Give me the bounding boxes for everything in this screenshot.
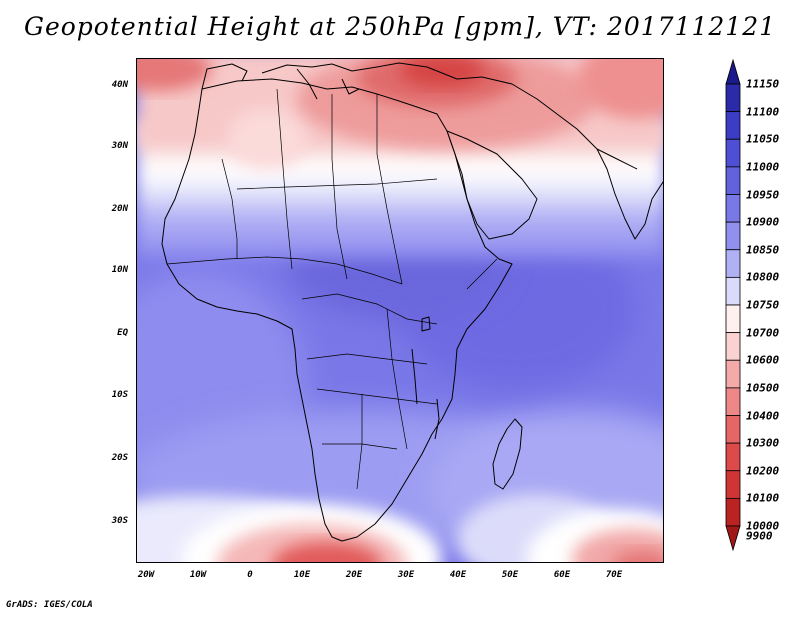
lon-label-30e: 30E (397, 570, 415, 580)
field-blob (137, 59, 212, 91)
lat-label-10s: 10S (111, 390, 128, 400)
colorbar-swatch (725, 83, 741, 113)
field-blob (272, 542, 382, 562)
colorbar-swatch (725, 249, 741, 278)
colorbar-swatch (725, 332, 741, 361)
colorbar-label: 10500 (746, 381, 780, 395)
lon-label-20w: 20W (137, 570, 155, 580)
arabia-coastline (446, 130, 538, 240)
field-blob (227, 109, 307, 169)
colorbar-label: 10700 (746, 326, 780, 340)
colorbar-label: 10000 (746, 519, 780, 533)
lon-label-10w: 10W (189, 570, 207, 580)
colorbar-swatch (725, 415, 741, 444)
colorbar-swatches (725, 58, 741, 552)
colorbar-label: 9900 (746, 529, 773, 543)
colorbar-label: 11050 (746, 132, 780, 146)
border (276, 88, 293, 270)
lat-label-20n: 20N (111, 204, 128, 214)
field-blob (577, 59, 663, 119)
lon-label-50e: 50E (501, 570, 519, 580)
greece-coastline (341, 78, 360, 95)
border (356, 394, 363, 490)
colorbar-label: 10850 (746, 243, 780, 257)
colorbar-swatch (725, 138, 741, 168)
iberia-coastline (201, 63, 248, 90)
lake-tanganyika (411, 348, 418, 405)
lon-label-40e: 40E (449, 570, 467, 580)
lat-label-40n: 40N (111, 80, 128, 90)
colorbar-label: 10400 (746, 409, 780, 422)
lake-malawi (434, 398, 440, 440)
colorbar-label: 11150 (746, 77, 780, 91)
india-coastline (596, 148, 663, 240)
border (236, 178, 438, 190)
country-borders (166, 88, 498, 490)
lake-victoria (421, 316, 431, 332)
colorbar-label: 10750 (746, 298, 780, 312)
lat-label-30s: 30S (111, 516, 128, 526)
lat-label-30n: 30N (111, 141, 128, 151)
colorbar-swatch (725, 166, 741, 195)
colorbar-swatch (725, 387, 741, 416)
colorbar-label: 10950 (746, 188, 780, 201)
eurasia-coastline (261, 62, 638, 170)
colorbar-swatch (725, 111, 741, 140)
colorbar-label: 10800 (746, 270, 780, 284)
border (331, 94, 348, 280)
colorbar-swatch (725, 221, 741, 251)
lat-label-eq: EQ (117, 328, 128, 338)
lon-label-20e: 20E (345, 570, 363, 580)
height-field-map (137, 59, 663, 562)
border (316, 388, 438, 405)
colorbar-swatch (725, 470, 741, 499)
colorbar-label: 10300 (746, 436, 780, 450)
lat-label-20s: 20S (111, 453, 128, 463)
colorbar-label: 10900 (746, 215, 780, 229)
colorbar-swatch (725, 442, 741, 472)
lon-label-60e: 60E (553, 570, 571, 580)
madagascar-coastline (492, 418, 523, 490)
coastlines (161, 62, 663, 542)
border (466, 258, 498, 290)
colorbar-swatch (725, 497, 741, 527)
colorbar-swatch (725, 304, 741, 334)
colorbar-top-triangle (725, 58, 741, 85)
sahel-border (166, 256, 403, 285)
field-blob (612, 550, 663, 562)
border (306, 353, 428, 365)
map-panel (136, 58, 664, 563)
colorbar-label: 10100 (746, 491, 780, 505)
grads-credit: GrADS: IGES/COLA (6, 600, 93, 610)
lon-label-10e: 10E (293, 570, 311, 580)
border (301, 293, 438, 325)
lon-label-70e: 70E (605, 570, 623, 580)
colorbar-swatch (725, 359, 741, 389)
colorbar-label: 11000 (746, 160, 780, 174)
border (376, 94, 403, 285)
colorbar-label: 10600 (746, 353, 780, 367)
colorbar-swatch (725, 194, 741, 223)
colorbar-label: 11100 (746, 105, 780, 119)
africa-coastline (161, 78, 513, 542)
border (221, 158, 238, 259)
border (386, 308, 408, 450)
lon-label-0: 0 (247, 570, 253, 580)
colorbar-label: 10200 (746, 464, 780, 478)
lat-label-10n: 10N (111, 265, 128, 275)
colorbar (725, 58, 741, 552)
map-title: Geopotential Height at 250hPa [gpm], VT:… (23, 12, 777, 41)
italy-coastline (296, 68, 318, 100)
colorbar-bottom-triangle (725, 525, 741, 552)
colorbar-swatch (725, 276, 741, 306)
